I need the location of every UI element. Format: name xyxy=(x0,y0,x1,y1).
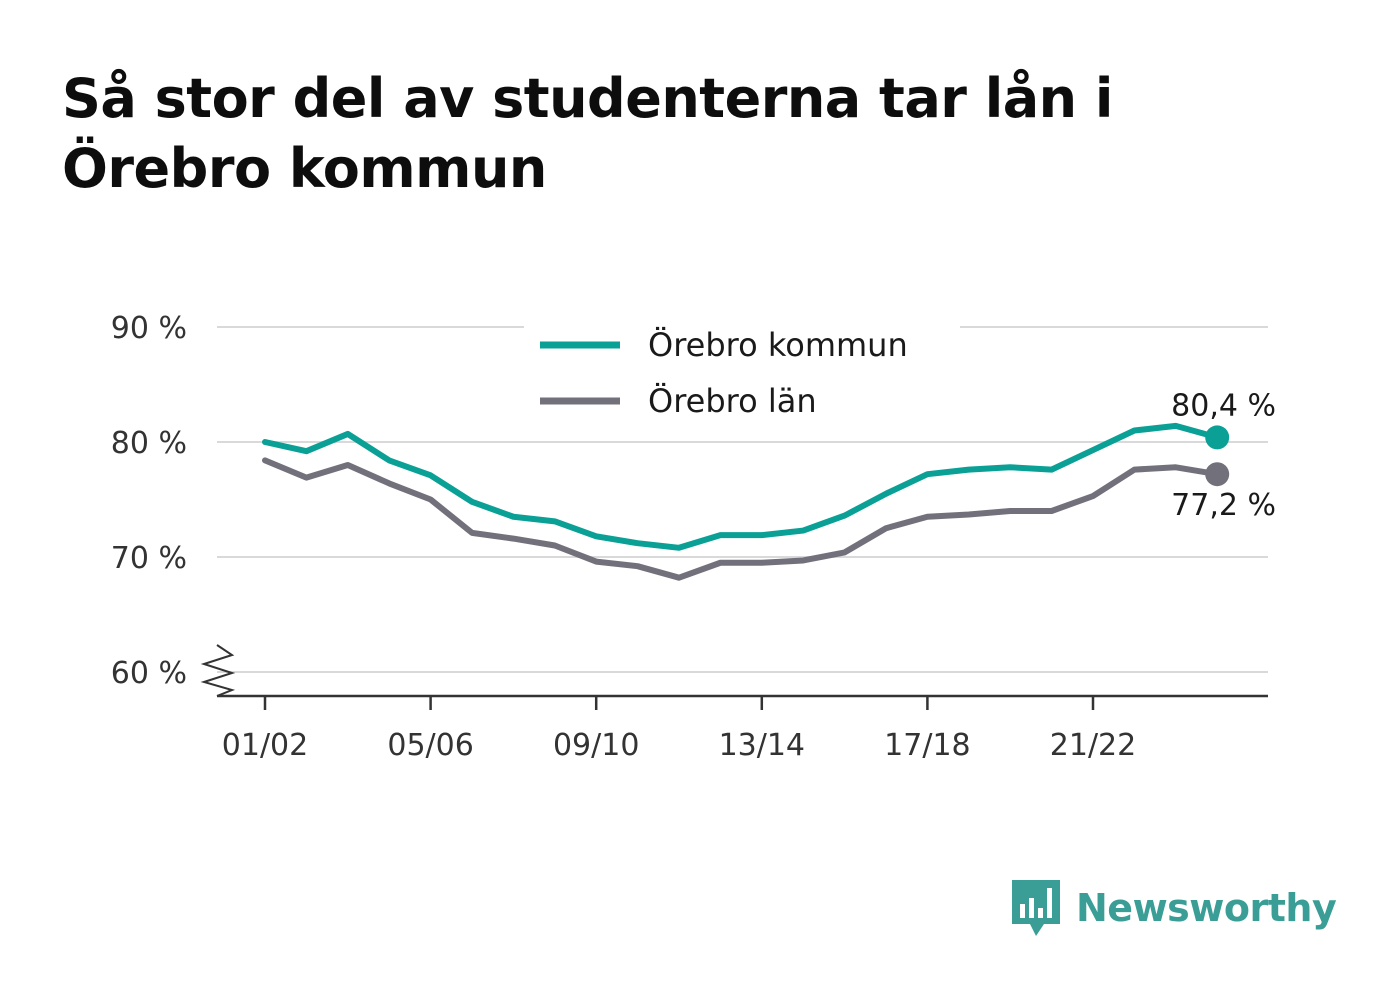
series-line-orebro-kommun xyxy=(262,422,1221,551)
series-lines xyxy=(262,422,1230,581)
legend: Örebro kommun Örebro län xyxy=(524,318,960,434)
x-tick-label: 17/18 xyxy=(884,728,970,763)
axis-break-icon xyxy=(200,644,236,697)
chart-title: Så stor del av studenterna tar lån i Öre… xyxy=(62,67,1113,200)
legend-label: Örebro län xyxy=(648,382,817,420)
series-end-point xyxy=(1205,462,1230,487)
series-line-orebro-lan xyxy=(262,457,1221,581)
y-axis: 60 % 70 % 80 % 90 % xyxy=(111,311,236,697)
x-tick-label: 05/06 xyxy=(387,728,473,763)
x-tick-label: 01/02 xyxy=(222,728,308,763)
legend-background xyxy=(524,318,960,434)
y-tick-label: 60 % xyxy=(111,656,187,691)
y-tick-label: 80 % xyxy=(111,426,187,461)
x-tick-label: 09/10 xyxy=(553,728,639,763)
y-tick-label: 70 % xyxy=(111,541,187,576)
series-end-point xyxy=(1205,425,1230,450)
brand-name: Newsworthy xyxy=(1076,886,1337,930)
end-value-label: 80,4 % xyxy=(1171,388,1276,423)
x-tick-label: 21/22 xyxy=(1050,728,1136,763)
legend-label: Örebro kommun xyxy=(648,326,908,364)
x-axis: 01/02 05/06 09/10 13/14 17/18 21/22 xyxy=(217,694,1268,763)
bar-chart-speech-bubble-icon xyxy=(1012,880,1060,936)
end-value-label: 77,2 % xyxy=(1171,488,1276,523)
end-labels: 80,4 % 77,2 % xyxy=(1171,388,1276,523)
x-tick-label: 13/14 xyxy=(719,728,805,763)
y-tick-label: 90 % xyxy=(111,311,187,346)
brand-logo: Newsworthy xyxy=(1010,878,1337,938)
